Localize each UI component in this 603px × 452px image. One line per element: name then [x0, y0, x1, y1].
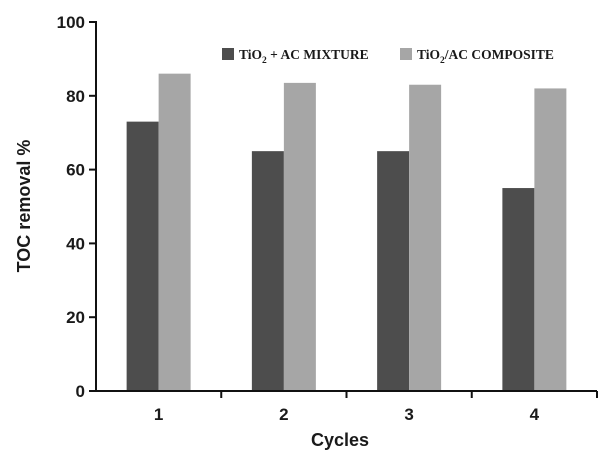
y-tick-label: 0: [76, 382, 85, 401]
y-tick-label: 20: [66, 308, 85, 327]
bar-group: [126, 73, 567, 392]
bar-series-1-cycle-3: [377, 151, 410, 391]
legend: TiO2 + AC MIXTURE TiO2/AC COMPOSITE: [222, 47, 554, 66]
legend-swatch-series-1: [222, 48, 234, 60]
x-axis-title: Cycles: [311, 430, 369, 450]
legend-label-series-2: TiO2/AC COMPOSITE: [417, 47, 554, 66]
x-tick-label: 4: [530, 405, 540, 424]
legend-label-series-1: TiO2 + AC MIXTURE: [239, 47, 369, 66]
x-axis-ticks: 1 2 3 4: [154, 391, 598, 424]
x-tick-label: 1: [154, 405, 163, 424]
y-axis-ticks: 0 20 40 60 80 100: [57, 13, 96, 401]
y-axis-title: TOC removal %: [14, 140, 34, 273]
bar-series-2-cycle-4: [534, 88, 567, 392]
x-tick-label: 3: [404, 405, 413, 424]
bar-series-1-cycle-2: [251, 151, 284, 391]
axes-frame: [95, 21, 597, 392]
legend-swatch-series-2: [400, 48, 412, 60]
bar-series-2-cycle-1: [158, 73, 191, 391]
y-tick-label: 80: [66, 87, 85, 106]
bar-series-1-cycle-1: [126, 121, 159, 391]
y-tick-label: 40: [66, 234, 85, 253]
x-tick-label: 2: [279, 405, 288, 424]
bar-series-2-cycle-2: [283, 82, 316, 391]
y-tick-label: 100: [57, 13, 85, 32]
bar-series-1-cycle-4: [502, 188, 535, 391]
bar-series-2-cycle-3: [409, 84, 442, 391]
y-tick-label: 60: [66, 161, 85, 180]
